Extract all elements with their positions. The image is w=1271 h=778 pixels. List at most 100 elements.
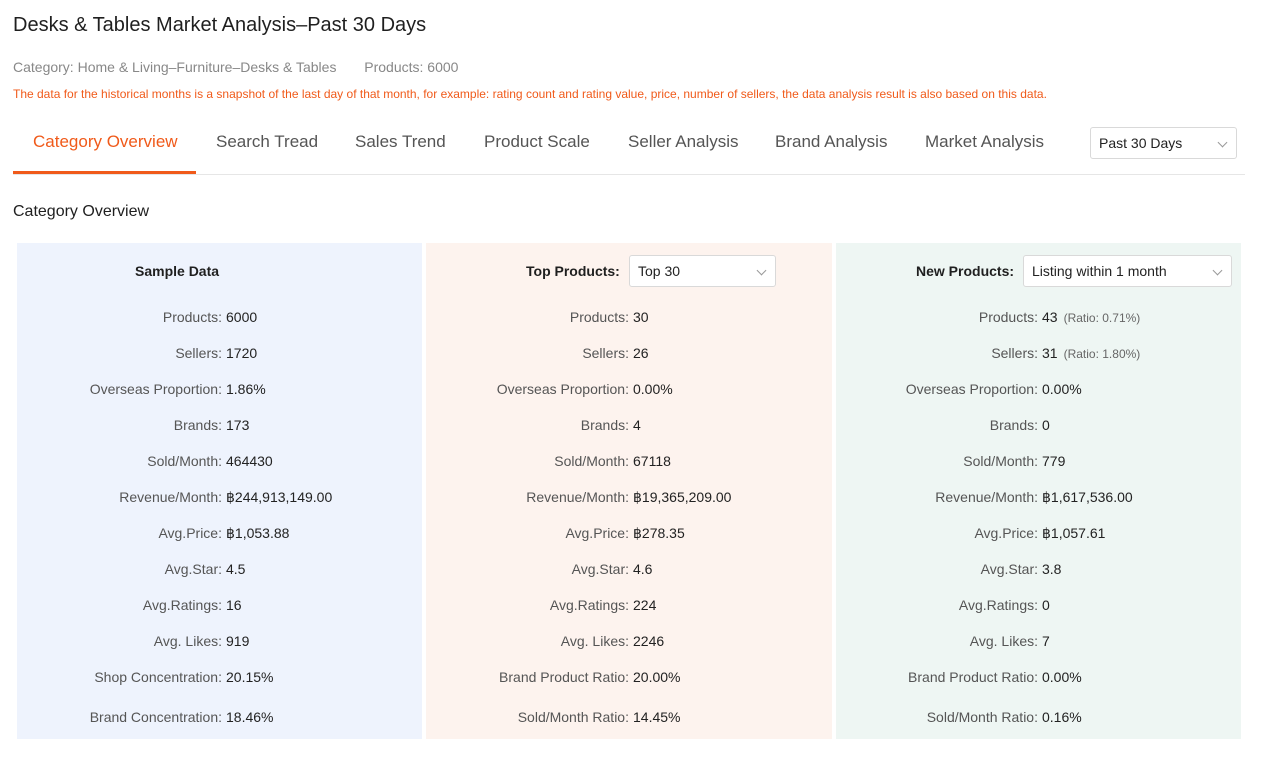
metric-label: Overseas Proportion: <box>905 381 1038 397</box>
metric-label: Revenue/Month: <box>119 489 222 505</box>
metric-row: Revenue/Month: ฿244,913,149.00 <box>17 489 422 509</box>
tab-market-analysis[interactable]: Market Analysis <box>925 132 1045 151</box>
tab-product-scale[interactable]: Product Scale <box>484 132 590 151</box>
new-products-heading: New Products: <box>916 263 1015 279</box>
sample-data-panel: Sample Data Products: 6000 Sellers: 1720 Ove… <box>17 243 422 739</box>
snapshot-notice: The data for the historical months is a … <box>13 87 1047 101</box>
metric-label: Brand Product Ratio: <box>499 669 629 685</box>
metric-value: 20.15% <box>226 669 274 685</box>
active-tab-indicator <box>13 171 196 174</box>
metric-label: Avg.Price: <box>974 525 1038 541</box>
period-select[interactable]: Past 30 Days <box>1090 127 1237 159</box>
metric-row: Brands: 0 <box>836 417 1241 437</box>
metric-row: Sold/Month: 779 <box>836 453 1241 473</box>
sample-data-heading: Sample Data <box>135 263 220 279</box>
metric-row: Overseas Proportion: 1.86% <box>17 381 422 401</box>
metric-value: ฿19,365,209.00 <box>633 489 732 505</box>
tab-category-overview[interactable]: Category Overview <box>33 132 178 151</box>
category-meta: Category: Home & Living–Furniture–Desks … <box>13 59 458 75</box>
metric-row: Sellers: 31 (Ratio: 1.80%) <box>836 345 1241 365</box>
category-path: Home & Living–Furniture–Desks & Tables <box>77 59 337 75</box>
metric-label: Sold/Month: <box>554 453 629 469</box>
metric-row: Avg.Price: ฿1,057.61 <box>836 525 1241 545</box>
metric-label: Avg.Ratings: <box>958 597 1038 613</box>
metric-value: 0 <box>1042 417 1050 433</box>
metric-label: Sellers: <box>582 345 629 361</box>
metric-value: ฿1,057.61 <box>1042 525 1106 541</box>
metric-row: Sold/Month: 67118 <box>426 453 832 473</box>
tab-bar: Category Overview Search Tread Sales Tre… <box>13 120 1245 175</box>
metric-row: Sold/Month: 464430 <box>17 453 422 473</box>
metric-value: 779 <box>1042 453 1066 469</box>
metric-label: Overseas Proportion: <box>496 381 629 397</box>
section-title: Category Overview <box>13 203 150 220</box>
new-products-select-value: Listing within 1 month <box>1032 263 1167 279</box>
metric-value: 1720 <box>226 345 258 361</box>
period-select-value: Past 30 Days <box>1099 135 1183 151</box>
new-products-select[interactable]: Listing within 1 month <box>1023 255 1232 287</box>
metric-row: Avg.Star: 3.8 <box>836 561 1241 581</box>
metric-label: Sold/Month Ratio: <box>926 709 1038 725</box>
metric-row: Avg.Price: ฿1,053.88 <box>17 525 422 545</box>
metric-value: ฿244,913,149.00 <box>226 489 333 505</box>
metric-row: Avg. Likes: 2246 <box>426 633 832 653</box>
metric-value: 14.45% <box>633 709 681 725</box>
metric-row: Revenue/Month: ฿19,365,209.00 <box>426 489 832 509</box>
metric-value: 0.00% <box>633 381 673 397</box>
metric-row: Brands: 173 <box>17 417 422 437</box>
metric-value: ฿278.35 <box>633 525 685 541</box>
metric-row: Avg.Ratings: 224 <box>426 597 832 617</box>
metric-value: 31 (Ratio: 1.80%) <box>1042 345 1141 361</box>
tab-brand-analysis[interactable]: Brand Analysis <box>775 132 888 151</box>
chevron-down-icon <box>1217 137 1228 148</box>
metric-value: 16 <box>226 597 242 613</box>
metric-value: 1.86% <box>226 381 266 397</box>
metric-row: Avg.Star: 4.5 <box>17 561 422 581</box>
products-count: 6000 <box>427 59 459 75</box>
metric-value: 43 (Ratio: 0.71%) <box>1042 309 1141 325</box>
metric-row: Avg.Ratings: 16 <box>17 597 422 617</box>
metric-row: Sold/Month Ratio: 14.45% <box>426 709 832 729</box>
metric-label: Sold/Month: <box>963 453 1038 469</box>
metric-row: Avg. Likes: 7 <box>836 633 1241 653</box>
metric-value: ฿1,617,536.00 <box>1042 489 1133 505</box>
metric-row: Avg. Likes: 919 <box>17 633 422 653</box>
metric-value: 919 <box>226 633 250 649</box>
metric-value: 173 <box>226 417 250 433</box>
tab-sales-trend[interactable]: Sales Trend <box>355 132 446 151</box>
metric-label: Avg.Price: <box>158 525 222 541</box>
metric-row: Sellers: 26 <box>426 345 832 365</box>
metric-row: Revenue/Month: ฿1,617,536.00 <box>836 489 1241 509</box>
metric-row: Sold/Month Ratio: 0.16% <box>836 709 1241 729</box>
metric-label: Revenue/Month: <box>935 489 1038 505</box>
ratio-note: (Ratio: 0.71%) <box>1063 311 1141 325</box>
metric-label: Brand Product Ratio: <box>908 669 1038 685</box>
metric-label: Avg.Star: <box>164 561 222 577</box>
metric-value: 26 <box>633 345 649 361</box>
metric-row: Brand Product Ratio: 0.00% <box>836 669 1241 689</box>
metric-value: 6000 <box>226 309 258 325</box>
metric-label: Brands: <box>989 417 1038 433</box>
metric-value: 20.00% <box>633 669 681 685</box>
metric-label: Avg.Ratings: <box>549 597 629 613</box>
metric-row: Brand Concentration: 18.46% <box>17 709 422 729</box>
ratio-note: (Ratio: 1.80%) <box>1063 347 1141 361</box>
metric-value: 3.8 <box>1042 561 1062 577</box>
metric-value: 67118 <box>633 453 671 469</box>
metric-value: 224 <box>633 597 657 613</box>
metric-label: Brand Concentration: <box>89 709 222 725</box>
metric-label: Products: <box>162 309 222 325</box>
tab-seller-analysis[interactable]: Seller Analysis <box>628 132 739 151</box>
metric-row: Shop Concentration: 20.15% <box>17 669 422 689</box>
metric-value: 4.5 <box>226 561 246 577</box>
metric-label: Products: <box>569 309 629 325</box>
metric-row: Products: 43 (Ratio: 0.71%) <box>836 309 1241 329</box>
tab-search-tread[interactable]: Search Tread <box>216 132 319 151</box>
metric-row: Brand Product Ratio: 20.00% <box>426 669 832 689</box>
metric-row: Avg.Ratings: 0 <box>836 597 1241 617</box>
metric-value: 0 <box>1042 597 1050 613</box>
metric-label: Avg.Star: <box>571 561 629 577</box>
metric-row: Products: 6000 <box>17 309 422 329</box>
top-products-select[interactable]: Top 30 <box>629 255 776 287</box>
metric-label: Sellers: <box>175 345 222 361</box>
